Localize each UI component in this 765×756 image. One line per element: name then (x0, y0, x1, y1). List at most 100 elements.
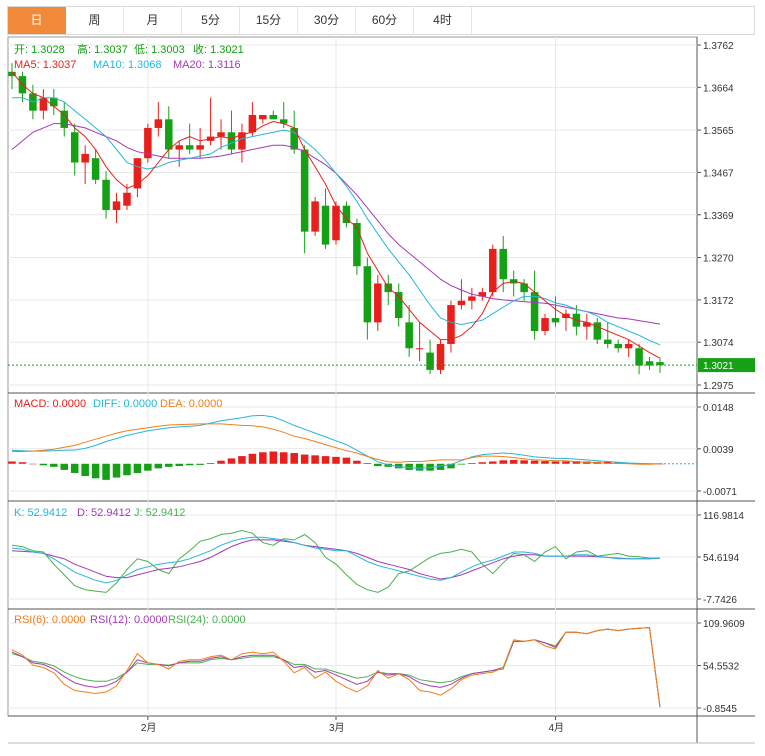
candle (520, 279, 528, 301)
legend-ma5: MA5: 1.3037 (14, 59, 76, 71)
legend-low: 低: 1.3003 (134, 43, 185, 56)
legend-dea: DEA: 0.0000 (160, 398, 222, 410)
candle (415, 322, 424, 362)
macd-bar (217, 460, 225, 464)
rsi6-line (11, 627, 661, 708)
macd-bar (81, 463, 89, 477)
macd-bar (259, 452, 267, 464)
legend-j: J: 52.9412 (134, 507, 185, 519)
candle (394, 283, 403, 327)
tab-4[interactable]: 15分 (240, 7, 298, 34)
macd-bar (60, 463, 69, 470)
macd-bar (520, 460, 528, 464)
candle (50, 89, 58, 115)
legend-ma20: MA20: 1.3116 (173, 59, 241, 71)
tab-3[interactable]: 5分 (182, 7, 240, 34)
y-tick-label: 1.3664 (703, 83, 734, 94)
candle (269, 110, 278, 120)
candle (468, 287, 476, 310)
candle (165, 106, 173, 159)
candle (112, 192, 121, 223)
y-tick-label: 1.3369 (703, 211, 734, 222)
last-price-text: 1.3021 (703, 361, 734, 372)
y-tick-label: 54.5532 (703, 662, 740, 673)
k-line (11, 536, 661, 584)
candle (363, 257, 372, 340)
y-tick-label: 0.0148 (703, 403, 734, 414)
macd-bar (457, 463, 466, 465)
legend-k: K: 52.9412 (14, 507, 67, 519)
legend-ma10: MA10: 1.3068 (93, 59, 162, 71)
candle (374, 274, 382, 331)
candle (8, 63, 16, 90)
candle (81, 145, 89, 185)
ma5-line (11, 71, 661, 359)
legend-diff: DIFF: 0.0000 (93, 398, 157, 410)
legend-high: 高: 1.3037 (77, 42, 128, 56)
macd-bar (144, 463, 152, 471)
tab-5[interactable]: 30分 (298, 7, 356, 34)
macd-bar (269, 451, 278, 464)
legend-rsi24: RSI(24): 0.0000 (168, 614, 246, 626)
candle (489, 244, 497, 297)
candle (248, 102, 257, 137)
candle (227, 110, 236, 154)
y-tick-label: 0.0039 (703, 445, 734, 456)
candle (447, 300, 455, 353)
candle (300, 145, 309, 254)
tab-6[interactable]: 60分 (356, 7, 414, 34)
candle (635, 343, 643, 375)
macd-bar (342, 457, 351, 464)
tab-7[interactable]: 4时 (414, 7, 472, 34)
candle (541, 313, 549, 336)
tab-0[interactable]: 日 (8, 7, 66, 34)
dea-line (12, 423, 661, 465)
tab-1[interactable]: 周 (66, 7, 124, 34)
diff-line (11, 414, 660, 469)
candle (259, 114, 267, 124)
y-tick-label: 1.3565 (703, 126, 734, 137)
y-tick-label: 109.9609 (703, 619, 745, 630)
macd-bar (572, 461, 581, 464)
candle (436, 339, 445, 375)
macd-bar (530, 460, 539, 464)
candle (311, 197, 319, 236)
candle (154, 102, 163, 137)
candle (60, 102, 69, 137)
candle (583, 313, 591, 340)
macd-bar (196, 463, 204, 465)
macd-bar (238, 456, 246, 464)
y-tick-label: 1.3270 (703, 254, 734, 265)
macd-bar (478, 462, 487, 464)
y-tick-label: 1.3762 (703, 41, 734, 52)
ma10-line (12, 97, 661, 346)
candle (603, 322, 612, 349)
macd-bar (50, 463, 58, 467)
macd-bar (374, 463, 382, 467)
legend-open: 开: 1.3028 (14, 44, 65, 56)
y-tick-label: 1.3467 (703, 168, 734, 179)
candle (509, 270, 518, 297)
candle (478, 287, 487, 301)
candle (426, 339, 434, 375)
macd-bar (175, 463, 183, 467)
macd-bar (447, 463, 455, 469)
y-tick-label: 1.2975 (703, 381, 734, 392)
macd-bar (489, 461, 497, 464)
macd-bar (102, 463, 110, 480)
candle (175, 140, 183, 167)
y-tick-label: -0.8545 (703, 704, 737, 715)
macd-bar (91, 463, 100, 479)
macd-bar (70, 463, 79, 473)
x-tick-label: 4月 (548, 722, 564, 734)
candle (91, 149, 100, 185)
macd-bar (154, 463, 163, 469)
y-tick-label: -7.7426 (703, 595, 737, 606)
x-tick-label: 3月 (329, 722, 345, 734)
macd-bar (436, 463, 445, 470)
y-tick-label: 1.3172 (703, 296, 734, 307)
macd-bar (300, 454, 309, 464)
legend-macd: MACD: 0.0000 (14, 398, 86, 410)
tab-2[interactable]: 月 (124, 7, 182, 34)
